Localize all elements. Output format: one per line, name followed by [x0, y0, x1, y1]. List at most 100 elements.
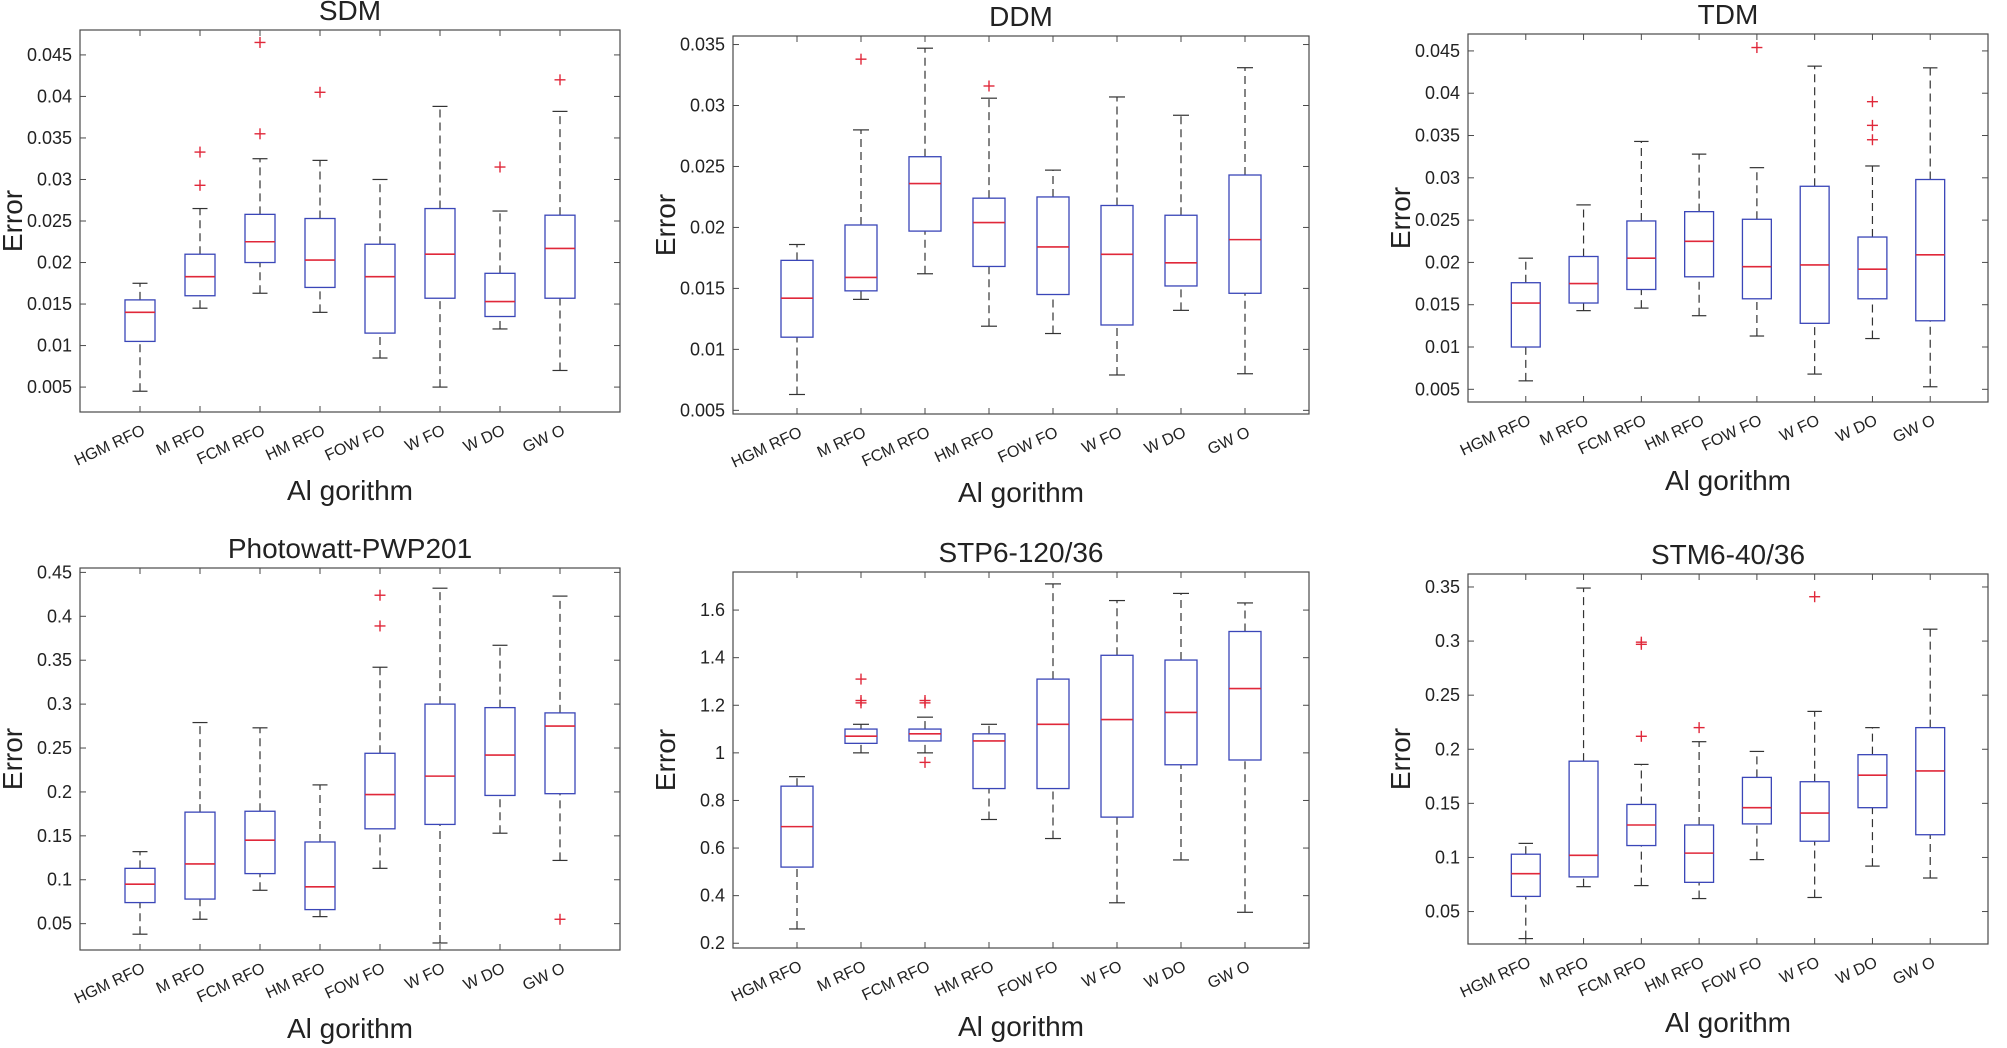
iqr-box — [1799, 185, 1830, 324]
iqr-box — [1915, 726, 1946, 836]
iqr-box — [364, 243, 396, 334]
outlier-marker — [1635, 636, 1647, 648]
x-tick-label: W DO — [1142, 424, 1189, 458]
y-tick-label: 0.1 — [1435, 847, 1460, 867]
x-axis-label: Al gorithm — [958, 477, 1084, 508]
outlier-marker — [1866, 119, 1878, 131]
y-tick-label: 0.2 — [47, 782, 72, 802]
axes-frame — [732, 571, 1310, 949]
iqr-box — [484, 272, 516, 318]
chart-panel-4: Photowatt-PWP201 Error Al gorithm 0.05 0.1 0.… — [0, 533, 621, 1044]
outlier-marker — [494, 161, 506, 173]
x-tick-label: GW O — [1890, 412, 1937, 446]
iqr-box — [1164, 214, 1198, 287]
y-tick-label: 1.6 — [700, 600, 725, 620]
x-tick-label: HGM RFO — [1458, 954, 1534, 1001]
iqr-box — [1568, 255, 1599, 304]
y-axis-label: Error — [650, 194, 681, 256]
y-tick-label: 0.01 — [1425, 337, 1460, 357]
y-axis-label: Error — [0, 728, 28, 790]
x-tick-label: HGM RFO — [729, 958, 805, 1005]
x-tick-label: HGM RFO — [72, 960, 148, 1007]
outlier-marker — [194, 146, 206, 158]
x-tick-label: FOW FO — [323, 422, 388, 464]
x-tick-label: GW O — [520, 422, 567, 456]
iqr-box — [244, 810, 276, 875]
x-tick-label: FCM RFO — [859, 424, 932, 470]
outlier-marker — [919, 756, 931, 768]
iqr-box — [424, 207, 456, 299]
y-tick-label: 0.04 — [37, 86, 72, 106]
chart-panel-3: TDM Error Al gorithm 0.005 0.01 0.015 0.02 0.02… — [1385, 0, 1989, 496]
iqr-box — [972, 197, 1006, 268]
x-tick-label: GW O — [1890, 954, 1937, 988]
x-tick-label: HM RFO — [932, 424, 996, 466]
iqr-box — [1915, 178, 1946, 322]
outlier-marker — [1809, 591, 1821, 603]
x-tick-label: W FO — [403, 422, 448, 455]
outlier-marker — [1693, 722, 1705, 734]
iqr-box — [1036, 678, 1070, 790]
iqr-box — [304, 841, 336, 911]
y-tick-label: 0.01 — [690, 339, 725, 359]
outlier-marker — [254, 36, 266, 48]
y-tick-label: 0.25 — [37, 738, 72, 758]
outlier-marker — [1751, 42, 1763, 54]
y-tick-label: 0.005 — [680, 400, 725, 420]
y-tick-label: 0.2 — [700, 933, 725, 953]
y-tick-label: 0.015 — [680, 278, 725, 298]
x-tick-label: FOW FO — [1699, 954, 1764, 996]
x-tick-label: W DO — [461, 960, 508, 994]
outlier-marker — [855, 673, 867, 685]
iqr-box — [1799, 781, 1830, 842]
outlier-marker — [1866, 96, 1878, 108]
x-tick-label: HM RFO — [263, 960, 327, 1002]
iqr-box — [1741, 776, 1772, 825]
chart-panel-6: STM6-40/36 Error Al gorithm 0.05 0.1 0.15 0.2 0… — [1385, 539, 1989, 1038]
iqr-box — [544, 712, 576, 795]
y-tick-label: 0.045 — [27, 45, 72, 65]
x-tick-label: FOW FO — [996, 424, 1061, 466]
x-tick-label: FCM RFO — [194, 960, 267, 1006]
y-tick-label: 0.015 — [1415, 295, 1460, 315]
x-tick-label: W DO — [461, 422, 508, 456]
iqr-box — [1036, 196, 1070, 296]
y-axis-label: Error — [1385, 728, 1416, 790]
x-tick-label: W DO — [1833, 412, 1880, 446]
axes-frame — [79, 567, 621, 951]
iqr-box — [1100, 204, 1134, 326]
chart-panel-2: DDM Error Al gorithm 0.005 0.01 0.015 0.02 0.02… — [650, 1, 1310, 508]
x-tick-label: FOW FO — [1699, 412, 1764, 454]
iqr-box — [484, 706, 516, 797]
y-tick-label: 0.035 — [27, 128, 72, 148]
iqr-box — [1510, 853, 1541, 898]
x-tick-label: W FO — [1080, 424, 1125, 457]
iqr-box — [1100, 654, 1134, 818]
y-tick-label: 1.2 — [700, 695, 725, 715]
y-tick-label: 0.045 — [1415, 41, 1460, 61]
x-tick-label: FCM RFO — [194, 422, 267, 468]
x-axis-label: Al gorithm — [958, 1011, 1084, 1042]
iqr-box — [1857, 236, 1888, 300]
x-tick-label: HM RFO — [263, 422, 327, 464]
iqr-box — [908, 156, 942, 232]
x-tick-label: HM RFO — [1642, 412, 1706, 454]
y-tick-label: 0.04 — [1425, 83, 1460, 103]
x-tick-label: W FO — [1080, 958, 1125, 991]
x-axis-label: Al gorithm — [1665, 1007, 1791, 1038]
outlier-marker — [374, 589, 386, 601]
x-tick-label: GW O — [1205, 958, 1252, 992]
y-tick-label: 0.4 — [47, 606, 72, 626]
x-tick-label: FCM RFO — [859, 958, 932, 1004]
y-tick-label: 0.3 — [1435, 631, 1460, 651]
outlier-marker — [855, 695, 867, 707]
x-tick-label: W DO — [1142, 958, 1189, 992]
iqr-box — [184, 811, 216, 900]
iqr-box — [544, 214, 576, 299]
y-tick-label: 0.035 — [1415, 126, 1460, 146]
x-tick-label: HGM RFO — [1458, 412, 1534, 459]
y-tick-label: 0.03 — [1425, 168, 1460, 188]
y-tick-label: 0.035 — [680, 35, 725, 55]
axes-frame — [732, 35, 1310, 415]
